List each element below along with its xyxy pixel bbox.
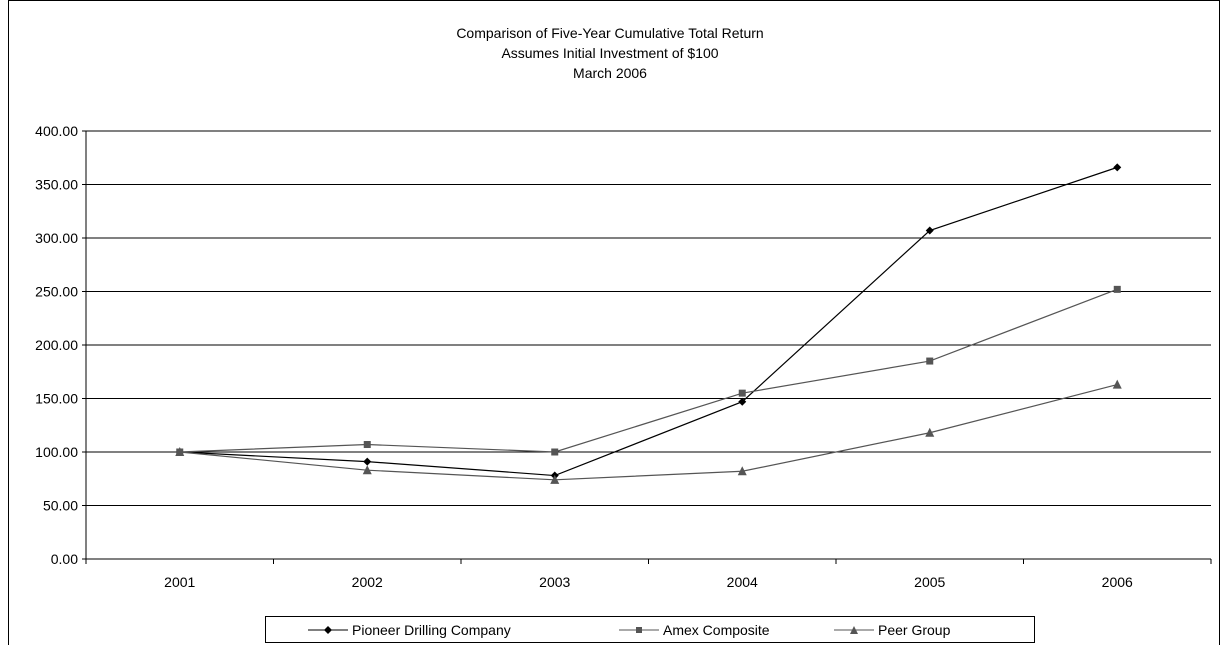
data-point-triangle (362, 465, 372, 475)
series-line-0 (179, 166, 1118, 477)
legend-item-amex: Amex Composite (619, 617, 770, 642)
y-tick-label: 150.00 (35, 391, 78, 407)
data-point-diamond (1113, 163, 1122, 172)
data-point-square (926, 357, 934, 365)
x-tick-label: 2005 (914, 574, 945, 590)
chart-title: Comparison of Five-Year Cumulative Total… (456, 25, 764, 41)
x-tick-label: 2001 (164, 574, 195, 590)
legend-item-peer: Peer Group (834, 617, 950, 642)
y-tick-label: 400.00 (35, 123, 78, 139)
data-point-triangle (925, 427, 935, 437)
y-tick-label: 200.00 (35, 337, 78, 353)
y-tick-label: 100.00 (35, 444, 78, 460)
series-line-1 (179, 288, 1118, 453)
y-tick-label: 350.00 (35, 177, 78, 193)
data-point-square (363, 441, 371, 449)
data-point-diamond (363, 457, 372, 466)
data-point-triangle (737, 466, 747, 476)
legend-label-peer: Peer Group (878, 621, 951, 638)
data-point-square (1113, 285, 1121, 293)
data-point-triangle (1112, 379, 1122, 389)
legend-item-pioneer: Pioneer Drilling Company (308, 617, 511, 642)
y-tick-label: 0.00 (51, 551, 78, 567)
legend-marker-square (619, 626, 659, 633)
chart-legend: Pioneer Drilling Company Amex Composite … (265, 616, 1035, 643)
x-tick-label: 2006 (1102, 574, 1133, 590)
legend-marker-diamond (308, 625, 348, 634)
y-tick-label: 50.00 (43, 498, 78, 514)
data-point-triangle (550, 474, 560, 484)
x-tick-label: 2004 (727, 574, 758, 590)
x-tick-label: 2003 (539, 574, 570, 590)
data-point-square (738, 389, 746, 397)
legend-label-pioneer: Pioneer Drilling Company (352, 621, 511, 638)
x-tick-label: 2002 (352, 574, 383, 590)
y-tick-label: 250.00 (35, 284, 78, 300)
y-tick-label: 300.00 (35, 230, 78, 246)
data-point-diamond (925, 226, 934, 235)
data-point-triangle (175, 447, 185, 456)
data-point-diamond (738, 397, 747, 406)
data-point-square (551, 448, 559, 456)
legend-label-amex: Amex Composite (663, 621, 770, 638)
chart-subtitle-line-1: Assumes Initial Investment of $100 (501, 45, 719, 61)
legend-marker-triangle (834, 625, 874, 634)
series-line-2 (179, 384, 1118, 481)
chart-subtitle-line-2: March 2006 (573, 65, 647, 81)
